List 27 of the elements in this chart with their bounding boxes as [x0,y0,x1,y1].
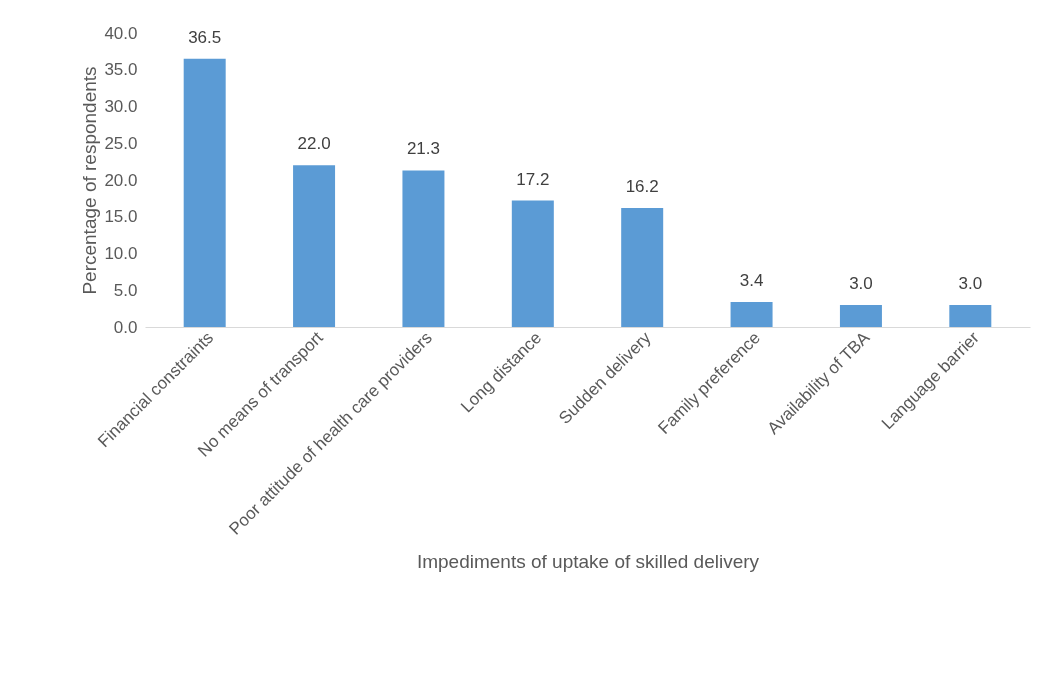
data-label: 3.0 [958,273,983,293]
data-label: 21.3 [406,139,440,159]
data-label: 17.2 [516,169,550,189]
bar [293,165,336,327]
y-tick-label: 0.0 [113,317,138,337]
y-tick-label: 20.0 [104,170,138,190]
y-tick-label: 40.0 [104,23,138,43]
bar [839,304,882,327]
y-tick-label: 30.0 [104,97,138,116]
bar [183,58,226,327]
x-axis-title: Impediments of uptake of skilled delivery [416,550,760,572]
y-tick-label: 5.0 [113,280,138,300]
data-label: 22.0 [297,134,331,154]
data-label: 16.2 [625,176,659,196]
data-label: 3.4 [739,271,764,291]
y-tick-label: 15.0 [104,207,138,227]
y-tick-label: 25.0 [104,133,138,153]
y-tick-label: 35.0 [104,60,138,80]
data-label: 3.0 [849,273,873,293]
data-label: 36.5 [188,27,222,47]
bar [511,200,554,327]
y-tick-label: 10.0 [104,244,138,263]
bar [621,207,664,327]
bar [730,302,773,327]
bar [949,304,992,327]
y-axis-title: Percentage of respondents [79,66,101,295]
bar [402,170,445,327]
